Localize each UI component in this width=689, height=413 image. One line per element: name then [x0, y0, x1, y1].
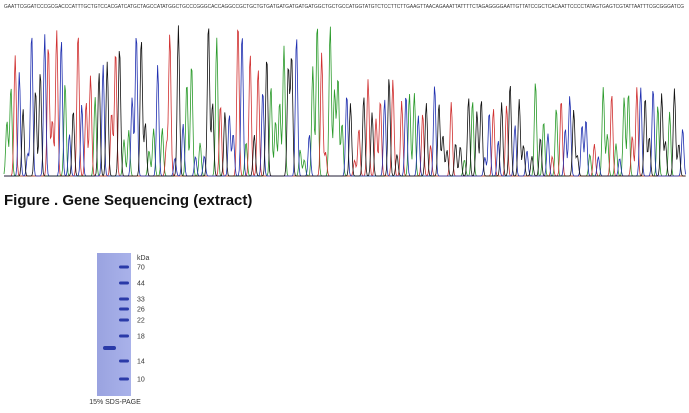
ladder-band [119, 334, 129, 338]
ladder-band [119, 359, 129, 363]
marker-label: 33 [137, 297, 145, 304]
chromatogram [3, 25, 686, 177]
marker-label: 70 [137, 265, 145, 272]
marker-label: 44 [137, 281, 145, 288]
ladder-band [119, 307, 129, 311]
sample-band [103, 346, 116, 350]
marker-label: 10 [137, 377, 145, 384]
gel-unit: kDa [137, 255, 150, 262]
marker-label: 18 [137, 334, 145, 341]
sequence-text: GAATTCGGATCCCGCGACCCATTTGCTGTCCACGATCATG… [4, 4, 684, 10]
marker-label: 22 [137, 318, 145, 325]
caption: Figure . Gene Sequencing (extract) [4, 192, 252, 209]
trace [4, 34, 686, 177]
ladder-band [119, 297, 129, 301]
ladder-band [119, 265, 129, 269]
ladder-band [119, 318, 129, 322]
ladder [119, 265, 129, 381]
ladder-band [119, 281, 129, 285]
marker-label: 14 [137, 359, 145, 366]
marker-label: 26 [137, 307, 145, 314]
gel [97, 253, 131, 396]
gel-label: 15% SDS-PAGE [89, 399, 141, 406]
ladder-band [119, 377, 129, 381]
trace [4, 25, 686, 177]
